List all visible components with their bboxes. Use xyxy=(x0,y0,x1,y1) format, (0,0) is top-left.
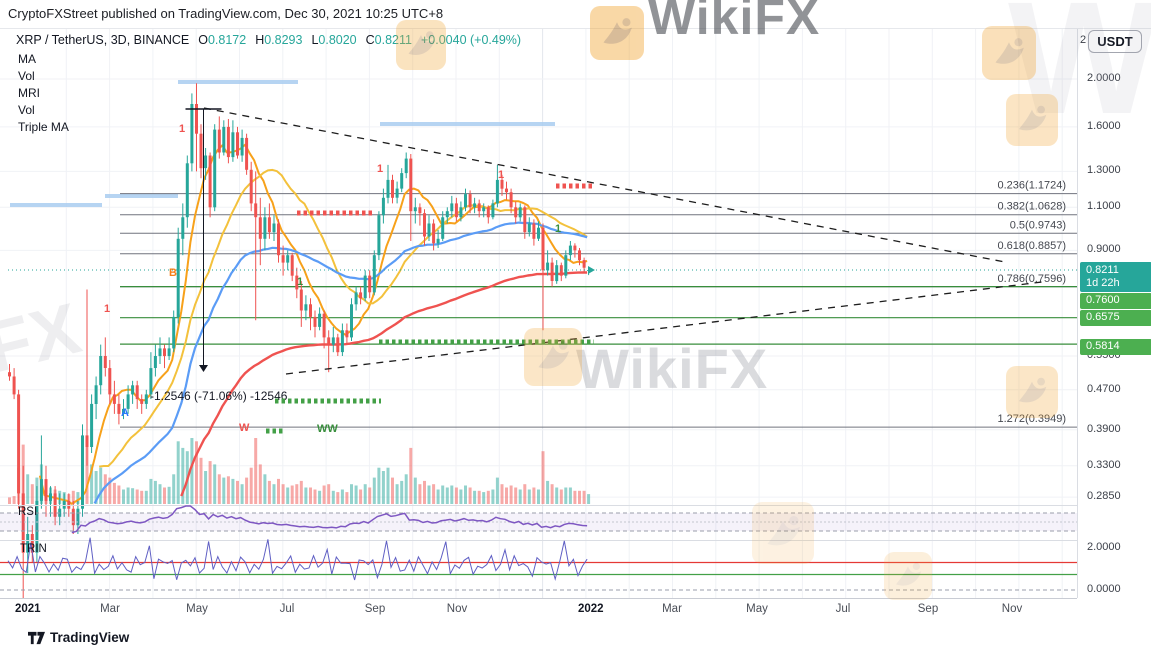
price-axis-label: 2.0000 xyxy=(1087,72,1121,84)
volume-bars xyxy=(8,438,591,504)
trin-pane xyxy=(0,537,1077,591)
legend-item-vol2[interactable]: Vol xyxy=(18,103,35,117)
price-axis-label: 0.3300 xyxy=(1087,458,1121,471)
time-axis-label: Sep xyxy=(364,603,386,615)
price-axis-label: 0.9000 xyxy=(1087,243,1121,256)
signal-dot-rows xyxy=(266,183,594,434)
mark-WW: WW xyxy=(317,423,338,435)
rsi-line xyxy=(71,505,588,534)
currency-toggle-button[interactable]: USDT xyxy=(1088,30,1142,53)
indicator-legend: MA Vol MRI Vol Triple MA xyxy=(18,51,69,136)
price-axis-partial-label: 2 xyxy=(1080,34,1087,46)
rsi-pane xyxy=(0,505,1077,534)
fib-label: 0.382(1.0628) xyxy=(998,201,1067,213)
mark-1: 1 xyxy=(377,163,383,175)
symbol-header[interactable]: XRP / TetherUS, 3D, BINANCE O0.8172 H0.8… xyxy=(16,33,521,47)
tradingview-brand[interactable]: TradingView xyxy=(50,630,130,645)
candlestick-series xyxy=(8,83,591,608)
time-axis-label: 2021 xyxy=(15,603,41,615)
highlight-zones xyxy=(10,80,555,207)
price-axis-label: 1.1000 xyxy=(1087,200,1121,213)
time-axis-label: Mar xyxy=(662,603,682,615)
trendlines xyxy=(203,107,1043,375)
legend-item-ma[interactable]: MA xyxy=(18,52,36,66)
symbol-title[interactable]: XRP / TetherUS, 3D, BINANCE xyxy=(16,33,190,47)
slow-orange-line xyxy=(99,168,588,468)
footer: TradingView xyxy=(0,621,1151,658)
time-axis-label: May xyxy=(186,603,208,615)
mark-A: A xyxy=(121,407,129,419)
measure-label: -1.2546 (-71.06%) -12546 xyxy=(150,389,288,403)
price-range-measure: -1.2546 (-71.06%) -12546 xyxy=(150,108,288,403)
last-price-line xyxy=(8,266,1077,274)
published-bar: CryptoFXStreet published on TradingView.… xyxy=(0,0,1151,29)
time-axis[interactable]: 2021 Mar May Jul Sep Nov 2022 Mar May Jul Sep Nov xyxy=(0,598,1077,622)
ohlc-close: C0.8211 xyxy=(365,33,412,47)
price-change: +0.0040 (+0.49%) xyxy=(420,33,522,47)
mark-W: W xyxy=(239,422,250,434)
price-axis-label: 0.4700 xyxy=(1087,382,1121,395)
countdown-marker xyxy=(588,266,595,274)
fib-label: 0.786(0.7596) xyxy=(998,273,1067,285)
legend-item-triple-ma[interactable]: Triple MA xyxy=(18,120,69,134)
mark-B: B xyxy=(169,267,177,279)
moving-averages xyxy=(38,143,588,505)
mark-1: 1 xyxy=(179,123,185,135)
trin-axis-label: 0.0000 xyxy=(1087,583,1121,595)
red-ma-line xyxy=(180,271,588,497)
mark-1: 1 xyxy=(297,276,303,288)
price-axis-label: 1.3000 xyxy=(1087,164,1121,177)
green-levels xyxy=(120,286,1077,345)
time-axis-label: Sep xyxy=(917,603,939,615)
tradingview-logo-icon[interactable] xyxy=(28,630,45,647)
legend-item-vol[interactable]: Vol xyxy=(18,69,35,83)
ohlc-low: L0.8020 xyxy=(311,33,357,47)
ohlc-high: H0.8293 xyxy=(255,33,303,47)
trin-pane-label[interactable]: TRIN xyxy=(20,543,47,555)
last-price-badge: 0.8211 1d 22h xyxy=(1080,262,1151,292)
time-axis-label: Nov xyxy=(1001,603,1023,615)
blue-ma-line xyxy=(93,221,588,504)
time-axis-label: May xyxy=(746,603,768,615)
level-badge: 0.7600 xyxy=(1080,293,1151,309)
rsi-pane-label[interactable]: RSI xyxy=(18,506,38,518)
mark-1: 1 xyxy=(498,169,504,181)
price-axis[interactable]: 2 USDT 2.0000 1.6000 1.3000 1.1000 0.9000 0.5… xyxy=(1077,28,1151,598)
price-axis-label: 0.2850 xyxy=(1087,490,1121,503)
fib-label: 0.236(1.1724) xyxy=(998,180,1067,192)
time-axis-label: Jul xyxy=(835,603,851,615)
trin-axis-label: 2.0000 xyxy=(1087,541,1121,553)
fib-label: 0.5(0.9743) xyxy=(1010,219,1066,231)
fib-label: 0.618(0.8857) xyxy=(998,240,1067,252)
mark-1: 1 xyxy=(104,303,110,315)
level-badge: 0.5814 xyxy=(1080,339,1151,355)
trin-line xyxy=(7,537,588,582)
mark-1: 1 xyxy=(555,223,561,235)
descending-resistance xyxy=(203,107,1006,263)
time-axis-label: 2022 xyxy=(578,603,604,615)
ascending-support xyxy=(285,281,1043,375)
fib-label: 1.272(0.3949) xyxy=(998,413,1067,425)
time-axis-label: Nov xyxy=(446,603,468,615)
price-axis-label: 1.6000 xyxy=(1087,119,1121,132)
ohlc-open: O0.8172 xyxy=(198,33,247,47)
price-axis-label: 0.3900 xyxy=(1087,422,1121,435)
published-text: CryptoFXStreet published on TradingView.… xyxy=(8,6,444,21)
time-axis-label: Jul xyxy=(279,603,295,615)
time-axis-label: Mar xyxy=(100,603,120,615)
pane-separators xyxy=(0,505,1077,541)
legend-item-mri[interactable]: MRI xyxy=(18,86,40,100)
level-badge: 0.6575 xyxy=(1080,310,1151,326)
